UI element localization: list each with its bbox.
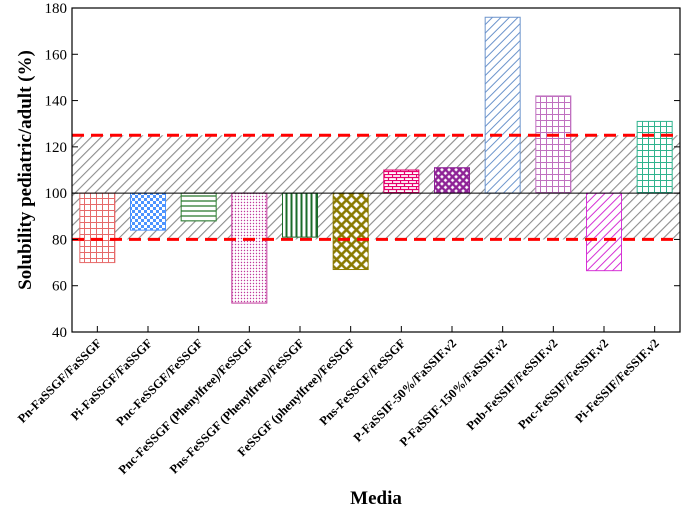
x-tick-label: Pnb-FeSSIF/FeSSIF.v2 [464,336,561,433]
acceptance-band [72,135,680,240]
y-tick-label: 100 [45,186,68,202]
y-tick-label: 180 [45,1,68,17]
acceptance-band-area [72,135,680,240]
x-tick-label: Pn-FaSSGF/FaSSGF [15,336,105,426]
bar-8 [434,167,470,194]
bar-3 [180,192,217,222]
x-tick-label: Pi-FeSSIF/FeSSIF.v2 [572,336,661,425]
bar-1 [79,192,116,264]
y-tick-label: 160 [45,47,68,63]
bar-5 [282,192,318,238]
x-tick-label: Pnc-FeSSIF/FeSSIF.v2 [515,336,611,432]
bar-9 [484,16,521,194]
bar-12 [636,120,673,194]
bar-7 [383,169,420,194]
y-axis: 40 60 80 100 120 140 160 180 [45,1,680,341]
bar-10 [535,95,572,194]
y-tick-label: 120 [45,140,68,156]
bar-11 [586,192,622,272]
y-tick-label: 80 [52,232,67,248]
y-axis-title: Solubility pediatric/adult (%) [15,50,36,290]
y-tick-label: 40 [52,325,67,341]
bar-6 [332,192,369,271]
x-axis-title: Media [350,488,402,509]
bar-4 [231,192,268,304]
y-tick-label: 140 [45,94,68,110]
y-tick-label: 60 [52,279,67,295]
reference-lines [72,133,680,241]
plot-frame [71,7,681,333]
x-tick-label: P-FaSSIF-50%/FaSSIF.v2 [351,336,460,445]
x-tick-label: Pns-FeSSGF/FeSSGF [317,336,409,428]
bars [79,16,673,304]
bar-2 [130,192,166,231]
x-axis: Pn-FaSSGF/FaSSGFPi-FaSSGF/FaSSGFPnc-FeSS… [15,326,662,477]
x-tick-label: Pnc-FeSSGF/FeSSGF [113,336,206,429]
